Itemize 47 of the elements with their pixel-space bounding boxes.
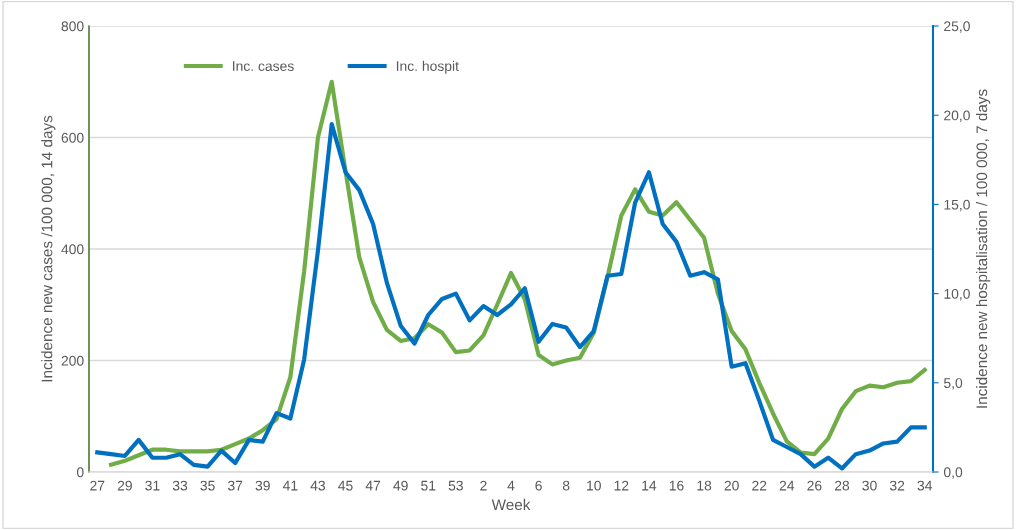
y2-tick-label: 20,0 [944,110,970,123]
y2-axis-title: Incidence new hospitalisation / 100 000, 7 days [976,89,991,408]
y2-tick-label: 15,0 [944,199,970,212]
y-tick-label: 600 [61,132,84,143]
y2-tick-label: 10,0 [944,288,970,301]
x-tick-label: 27 [90,480,105,491]
x-tick-label: 43 [310,480,326,491]
x-tick-label: 39 [255,480,270,491]
x-tick-label: 37 [227,480,243,491]
x-tick-label: 30 [862,480,877,491]
legend-label: Inc. hospit [396,60,459,74]
x-tick-label: 18 [697,480,712,491]
x-tick-label: 2 [480,480,487,491]
x-tick-label: 32 [889,480,905,491]
x-axis-title: Week [491,498,531,511]
legend-label: Inc. cases [233,61,294,71]
x-tick-label: 33 [172,480,188,491]
y-tick-label: 0 [76,467,84,478]
x-tick-label: 45 [338,480,353,491]
x-tick-label: 16 [669,480,684,491]
x-tick-label: 6 [535,480,542,491]
x-tick-label: 53 [448,480,463,491]
x-tick-label: 35 [200,480,215,491]
x-tick-label: 20 [724,480,739,491]
x-tick-label: 10 [587,480,601,491]
y-tick-label: 200 [61,355,84,366]
x-tick-label: 14 [642,480,657,491]
y-tick-label: 400 [61,244,84,255]
x-tick-label: 34 [917,480,933,491]
x-tick-label: 8 [562,480,570,491]
x-tick-label: 29 [117,480,132,491]
x-tick-label: 12 [614,480,629,491]
x-tick-label: 49 [393,480,408,491]
x-tick-label: 28 [834,480,850,491]
y-tick-label: 800 [61,21,84,32]
x-tick-label: 24 [779,480,795,491]
x-tick-label: 47 [365,480,381,491]
x-tick-label: 22 [752,480,767,491]
x-tick-label: 26 [807,480,822,491]
x-tick-label: 4 [507,480,515,491]
y2-tick-label: 0,0 [943,467,963,479]
y2-tick-label: 5,0 [943,378,963,390]
x-tick-label: 41 [282,480,298,491]
y2-tick-label: 25,0 [944,21,970,33]
y-axis-title: Incidence new cases /100 000, 14 days [41,115,56,382]
x-tick-label: 31 [145,480,160,491]
x-tick-label: 51 [421,480,436,491]
